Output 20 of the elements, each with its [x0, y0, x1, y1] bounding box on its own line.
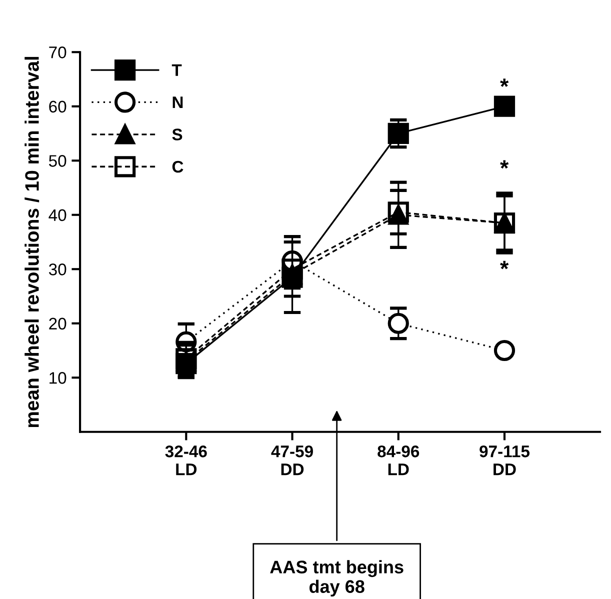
- x-tick-label: 47-59 DD: [271, 446, 313, 476]
- x-tick-label: 84-96 LD: [378, 446, 420, 476]
- y-tick-label: 30: [48, 264, 66, 276]
- annotation: *: [500, 160, 509, 169]
- text: AAS tmt begins day 68: [270, 560, 404, 597]
- x-tick-label: 97-115 DD: [480, 446, 530, 476]
- legend-label: S: [172, 128, 182, 140]
- y-tick-label: 70: [49, 46, 66, 58]
- legend-label: T: [172, 64, 182, 76]
- y-axis-title: mean wheel revolutions / 10 min interval: [24, 56, 40, 428]
- x-tick-label: 32-46 LD: [165, 446, 207, 476]
- y-tick-label: 20: [49, 318, 66, 330]
- legend-label: N: [172, 96, 183, 108]
- y-tick-label: 50: [48, 155, 66, 167]
- legend-label: C: [172, 160, 184, 173]
- y-tick-label: 40: [48, 209, 66, 222]
- y-tick-label: 10: [50, 372, 66, 384]
- y-tick-label: 60: [49, 100, 66, 113]
- annotation: *: [500, 78, 509, 87]
- annotation: *: [500, 260, 509, 270]
